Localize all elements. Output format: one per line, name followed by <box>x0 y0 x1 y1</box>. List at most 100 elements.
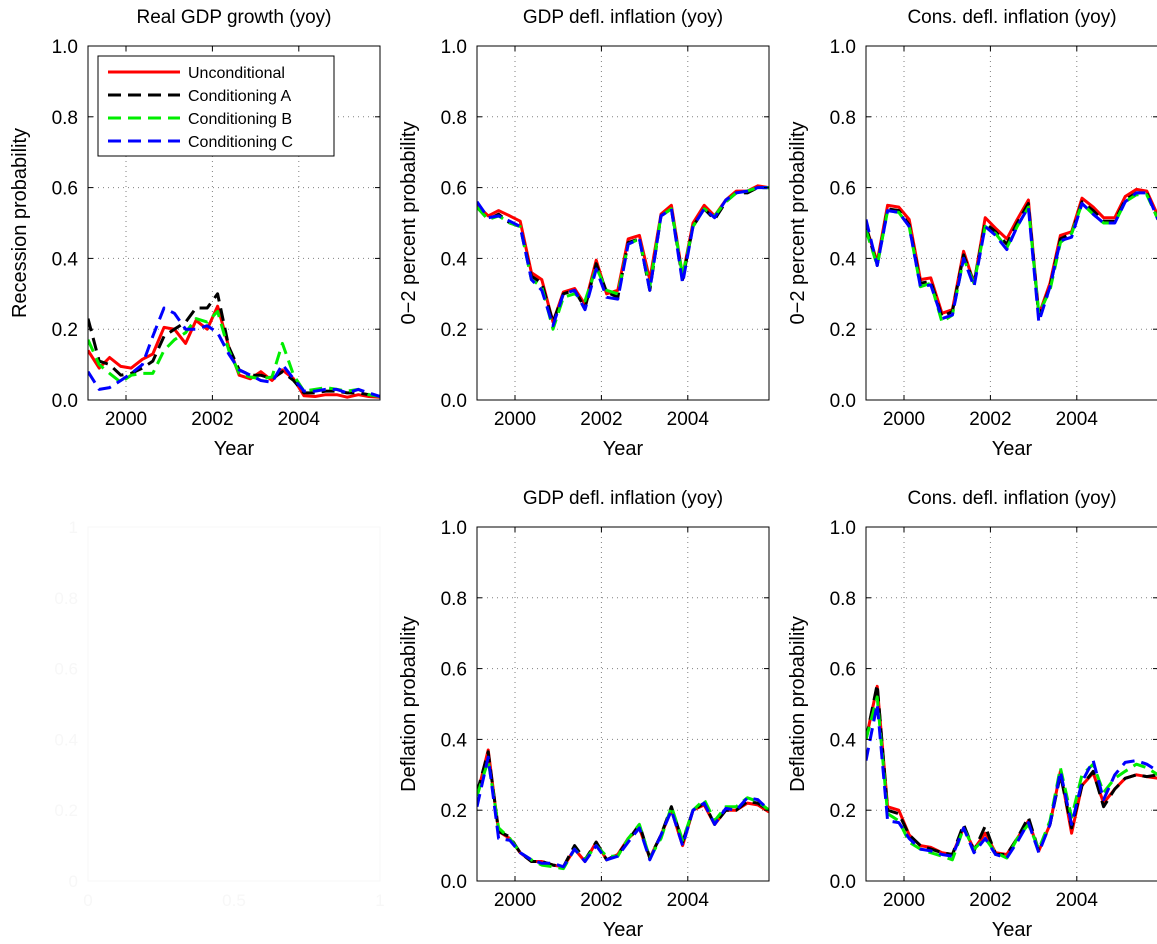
axes-frame <box>865 45 1157 401</box>
series-group <box>477 748 769 871</box>
x-axis-label: Year <box>603 919 644 941</box>
series-line-conditioning-c <box>866 191 1157 324</box>
y-tick-label: 0.0 <box>52 391 78 412</box>
y-tick-label: 0.8 <box>52 108 78 129</box>
series-line-conditioning-b <box>866 695 1157 862</box>
series-line-conditioning-a <box>88 292 380 398</box>
y-tick-label: 0.8 <box>830 589 856 610</box>
chart-title: GDP defl. inflation (yoy) <box>523 488 723 509</box>
y-tick-label: 0.0 <box>441 391 467 412</box>
y-axis-label: 0−2 percent probability <box>398 122 420 325</box>
series-line-conditioning-c <box>477 755 769 869</box>
axes-frame <box>476 526 770 882</box>
x-tick-label: 2002 <box>191 409 233 430</box>
ghost-y-tick-label: 0 <box>69 872 78 891</box>
chart-title: Real GDP growth (yoy) <box>137 7 332 28</box>
series-group <box>88 292 380 399</box>
x-tick-label: 2000 <box>883 409 925 430</box>
x-tick-label: 2004 <box>667 409 710 430</box>
y-tick-label: 0.8 <box>441 589 467 610</box>
y-tick-label: 0.4 <box>830 730 857 751</box>
series-line-conditioning-b <box>88 310 380 398</box>
y-tick-label: 0.2 <box>830 801 856 822</box>
series-group <box>866 683 1157 862</box>
x-axis-label: Year <box>992 438 1033 460</box>
x-tick-label: 2002 <box>969 409 1011 430</box>
x-tick-label: 2000 <box>105 409 147 430</box>
y-tick-label: 0.4 <box>441 730 468 751</box>
ghost-x-tick-label: 0.5 <box>222 891 246 910</box>
legend: Unconditional Conditioning A Conditioning … <box>97 55 335 157</box>
legend-label: Conditioning A <box>188 88 292 105</box>
series-line-conditioning-a <box>866 191 1157 319</box>
y-tick-label: 0.4 <box>52 249 79 270</box>
chart-title: Cons. defl. inflation (yoy) <box>907 488 1116 509</box>
series-line-unconditional <box>866 684 1157 856</box>
series-group <box>477 184 769 331</box>
y-tick-label: 0.6 <box>441 660 467 681</box>
x-axis-label: Year <box>603 438 644 460</box>
x-tick-label: 2002 <box>580 409 622 430</box>
y-axis-label: Recession probability <box>9 128 31 318</box>
axes-frame <box>865 526 1157 882</box>
y-tick-label: 0.0 <box>830 872 856 893</box>
y-tick-label: 0.2 <box>441 801 467 822</box>
y-tick-label: 0.0 <box>830 391 856 412</box>
legend-label: Conditioning B <box>188 111 292 128</box>
series-line-conditioning-c <box>477 186 769 328</box>
series-line-unconditional <box>477 184 769 324</box>
ghost-y-tick-label: 0.8 <box>54 589 78 608</box>
ghost-y-tick-label: 0.6 <box>54 660 78 679</box>
x-axis-label: Year <box>992 919 1033 941</box>
ghost-x-tick-label: 1 <box>375 891 384 910</box>
y-tick-label: 1.0 <box>830 518 856 539</box>
subplot-4: 0.0 0.2 0.4 0.6 0.8 1.0 2000 2002 2004 GDP defl. … <box>398 488 770 941</box>
y-tick-label: 0.2 <box>441 320 467 341</box>
legend-label: Conditioning C <box>188 134 293 151</box>
x-tick-label: 2004 <box>278 409 321 430</box>
y-tick-label: 0.8 <box>830 108 856 129</box>
y-tick-label: 1.0 <box>52 37 78 58</box>
series-group <box>866 187 1157 324</box>
series-line-unconditional <box>88 304 380 399</box>
subplot-2: 0.0 0.2 0.4 0.6 0.8 1.0 2000 2002 2004 GDP defl. … <box>398 7 770 460</box>
ghost-axes-frame <box>87 526 381 882</box>
axes-frame <box>87 45 381 401</box>
y-tick-label: 1.0 <box>441 518 467 539</box>
ghost-y-tick-label: 0.2 <box>54 801 78 820</box>
y-tick-label: 1.0 <box>441 37 467 58</box>
series-line-conditioning-a <box>477 186 769 324</box>
y-tick-label: 0.6 <box>830 660 856 681</box>
subplot-5: 0.0 0.2 0.4 0.6 0.8 1.0 2000 2002 2004 Cons. defl… <box>787 488 1157 941</box>
x-tick-label: 2002 <box>969 890 1011 911</box>
x-axis-label: Year <box>214 438 255 460</box>
y-tick-label: 0.6 <box>52 179 78 200</box>
x-tick-label: 2000 <box>494 409 536 430</box>
x-tick-label: 2000 <box>883 890 925 911</box>
subplot-1: 0.0 0.2 0.4 0.6 0.8 1.0 2000 2002 2004 Real GDP g… <box>9 7 381 460</box>
y-tick-label: 0.2 <box>52 320 78 341</box>
ghost-y-tick-label: 1 <box>69 518 78 537</box>
x-tick-label: 2004 <box>1056 890 1099 911</box>
subplot-3: 0.0 0.2 0.4 0.6 0.8 1.0 2000 2002 2004 Cons. defl… <box>787 7 1157 460</box>
y-tick-label: 1.0 <box>830 37 856 58</box>
y-tick-label: 0.4 <box>441 249 468 270</box>
ghost-x-tick-label: 0 <box>83 891 92 910</box>
y-tick-label: 0.0 <box>441 872 467 893</box>
axes-frame <box>476 45 770 401</box>
y-tick-label: 0.6 <box>441 179 467 200</box>
series-line-conditioning-c <box>88 306 380 398</box>
chart-title: GDP defl. inflation (yoy) <box>523 7 723 28</box>
empty-placeholder-axis: 0 0.2 0.4 0.6 0.8 1 0 0.5 1 <box>54 518 384 910</box>
y-tick-label: 0.4 <box>830 249 857 270</box>
x-tick-label: 2002 <box>580 890 622 911</box>
x-tick-label: 2004 <box>1056 409 1099 430</box>
y-tick-label: 0.8 <box>441 108 467 129</box>
ghost-y-tick-label: 0.4 <box>54 730 78 749</box>
legend-label: Unconditional <box>188 65 285 82</box>
x-tick-label: 2004 <box>667 890 710 911</box>
y-axis-label: 0−2 percent probability <box>787 122 809 325</box>
chart-title: Cons. defl. inflation (yoy) <box>907 7 1116 28</box>
y-tick-label: 0.6 <box>830 179 856 200</box>
